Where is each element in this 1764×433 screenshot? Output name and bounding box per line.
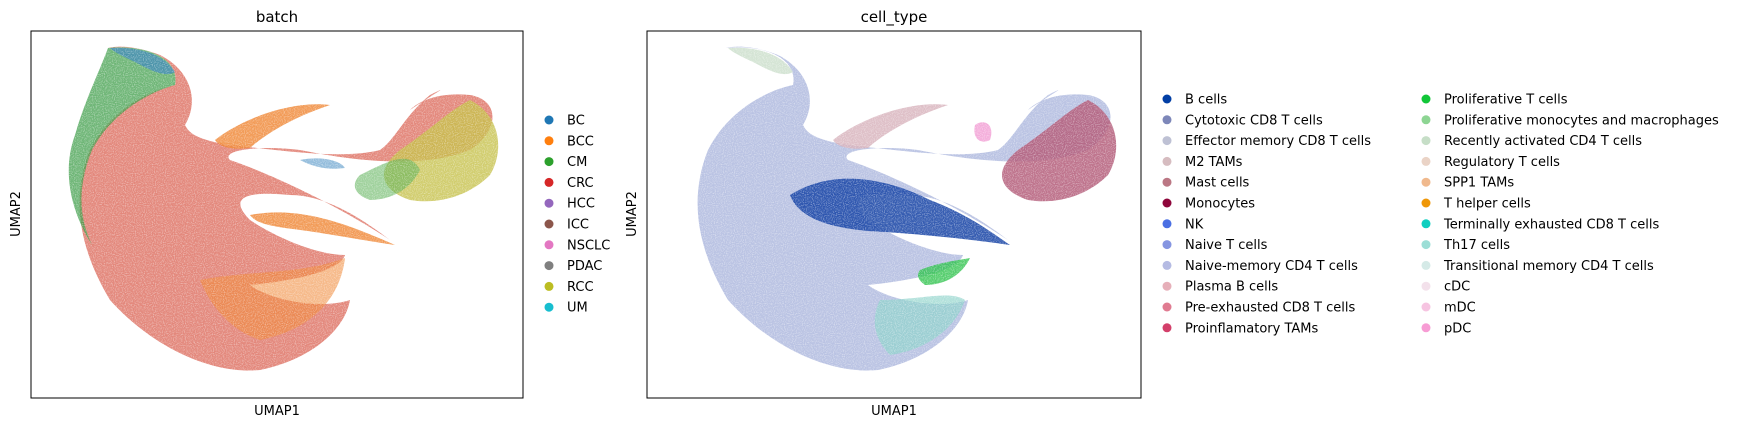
cell-type-legend-label: M2 TAMs [1185,155,1243,170]
batch-legend-label: CM [567,155,587,170]
batch-embedding-points [31,31,523,398]
cell-type-legend-label: Th17 cells [1443,238,1510,253]
cell-type-legend-marker [1162,94,1172,104]
cell-type-legend-marker [1162,115,1172,125]
cell-type-legend-marker [1421,198,1431,208]
batch-frame [30,30,524,399]
cell-type-legend-label: pDC [1444,321,1471,336]
cell-type-legend-label: Naive T cells [1185,238,1268,253]
cell-type-legend-marker [1421,240,1431,250]
cell-type-legend-marker [1162,281,1172,291]
batch-speckle [31,31,523,398]
cell-type-embedding-points [647,31,1141,398]
batch-legend-label: PDAC [567,259,602,274]
batch-panel: batch UMAP1 UMAP2 BC BCC CM CRC HCC ICC NSCLC P… [9,8,610,419]
batch-legend-label: ICC [567,218,589,233]
cell-type-legend-marker [1162,240,1172,250]
batch-legend-label: RCC [567,280,594,295]
cell-type-legend-label: Regulatory T cells [1444,155,1560,170]
batch-legend-marker [544,240,554,250]
cell-type-legend-marker [1162,260,1172,270]
cell-type-legend-label: Mast cells [1185,176,1250,191]
cell-type-legend-label: mDC [1444,301,1476,316]
cell-type-legend-label: Effector memory CD8 T cells [1185,134,1371,149]
cell-type-frame [646,30,1142,399]
cell-type-legend-marker [1162,156,1172,166]
cell-type-legend: B cells Cytotoxic CD8 T cells Effector mem… [1162,93,1719,336]
cell-type-legend-marker [1421,302,1431,312]
cell-type-ylabel: UMAP2 [625,191,640,237]
cell-type-legend-marker [1421,94,1431,104]
cell-type-xlabel: UMAP1 [871,404,917,419]
cell-type-legend-marker [1162,136,1172,146]
batch-legend-marker [544,136,554,146]
batch-legend-marker [544,157,554,167]
batch-legend-marker [544,302,554,312]
cell-type-legend-marker [1162,177,1172,187]
batch-legend-label: NSCLC [567,238,610,253]
cell-type-legend-label: cDC [1444,280,1470,295]
cell-type-legend-label: Terminally exhausted CD8 T cells [1443,217,1659,232]
cell-type-legend-label: SPP1 TAMs [1444,176,1514,191]
cell-type-legend-marker [1421,156,1431,166]
batch-legend-label: UM [567,301,588,316]
cell-type-legend-marker [1421,219,1431,229]
cell-type-legend-label: Pre-exhausted CD8 T cells [1185,301,1355,316]
cell-type-legend-label: Proinflamatory TAMs [1185,321,1319,336]
cell-type-legend-label: Proliferative T cells [1444,93,1568,108]
cell-type-legend-label: Naive-memory CD4 T cells [1185,259,1358,274]
batch-legend-marker [544,281,554,291]
batch-xlabel: UMAP1 [254,404,300,419]
cell-type-legend-marker [1421,177,1431,187]
cell-type-legend-marker [1421,323,1431,333]
batch-legend-marker [544,115,554,125]
batch-legend-marker [544,177,554,187]
cell-type-legend-marker [1162,323,1172,333]
cell-type-legend-label: Recently activated CD4 T cells [1444,134,1642,149]
batch-legend-marker [544,198,554,208]
cell-type-legend-marker [1162,302,1172,312]
cell-type-legend-marker [1421,260,1431,270]
cell-type-title: cell_type [861,8,928,27]
cell-type-legend-marker [1421,136,1431,146]
batch-legend-label: BCC [567,134,594,149]
batch-legend: BC BCC CM CRC HCC ICC NSCLC PDAC RCC UM [544,114,610,316]
cell-type-legend-marker [1162,198,1172,208]
cell-type-legend-label: T helper cells [1443,197,1531,212]
batch-title: batch [256,8,298,26]
cell-type-legend-label: Monocytes [1185,197,1255,212]
batch-ylabel: UMAP2 [9,191,24,237]
batch-legend-marker [544,261,554,271]
cell-type-legend-label: Transitional memory CD4 T cells [1443,259,1654,274]
batch-legend-marker [544,219,554,229]
cell-type-speckle [647,31,1141,398]
cell-type-legend-label: B cells [1185,93,1227,108]
cell-type-legend-label: Proliferative monocytes and macrophages [1444,113,1719,128]
cell-type-legend-label: Cytotoxic CD8 T cells [1185,113,1323,128]
cell-type-legend-marker [1162,219,1172,229]
batch-legend-label: CRC [567,176,594,191]
batch-legend-label: HCC [567,197,595,212]
cell-type-legend-label: NK [1185,217,1204,232]
batch-legend-label: BC [567,114,585,129]
cell-type-panel: cell_type UMAP1 UMAP2 B cells Cytotoxic C… [625,8,1719,419]
cell-type-legend-label: Plasma B cells [1185,280,1278,295]
cell-type-legend-marker [1421,115,1431,125]
cell-type-legend-marker [1421,281,1431,291]
